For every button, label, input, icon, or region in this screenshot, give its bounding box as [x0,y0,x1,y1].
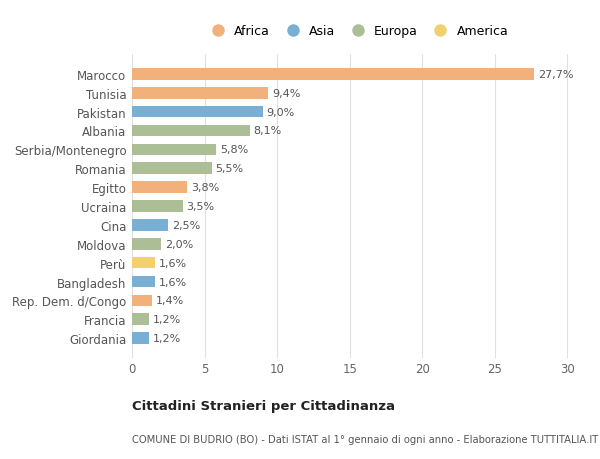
Text: 1,4%: 1,4% [156,296,184,306]
Bar [132,333,149,344]
Bar [132,238,161,250]
Text: Cittadini Stranieri per Cittadinanza: Cittadini Stranieri per Cittadinanza [132,399,395,412]
Bar [132,106,263,118]
Bar [132,276,155,288]
Text: 5,8%: 5,8% [220,145,248,155]
Bar [132,125,250,137]
Bar [132,295,152,307]
Text: 3,8%: 3,8% [191,183,219,193]
Text: 2,5%: 2,5% [172,220,200,230]
Bar [132,257,155,269]
Legend: Africa, Asia, Europa, America: Africa, Asia, Europa, America [206,25,508,38]
Bar [132,182,187,194]
Text: 8,1%: 8,1% [253,126,281,136]
Bar [132,88,268,99]
Bar [132,314,149,325]
Bar [132,219,168,231]
Text: 3,5%: 3,5% [187,202,215,212]
Bar [132,144,216,156]
Text: 9,4%: 9,4% [272,89,301,99]
Text: 1,2%: 1,2% [153,333,181,343]
Bar [132,163,212,175]
Text: COMUNE DI BUDRIO (BO) - Dati ISTAT al 1° gennaio di ogni anno - Elaborazione TUT: COMUNE DI BUDRIO (BO) - Dati ISTAT al 1°… [132,434,598,444]
Text: 2,0%: 2,0% [164,239,193,249]
Text: 27,7%: 27,7% [538,70,573,80]
Text: 1,6%: 1,6% [159,277,187,287]
Text: 1,6%: 1,6% [159,258,187,268]
Text: 1,2%: 1,2% [153,314,181,325]
Text: 5,5%: 5,5% [215,164,244,174]
Bar [132,69,534,80]
Bar [132,201,183,213]
Text: 9,0%: 9,0% [266,107,295,118]
